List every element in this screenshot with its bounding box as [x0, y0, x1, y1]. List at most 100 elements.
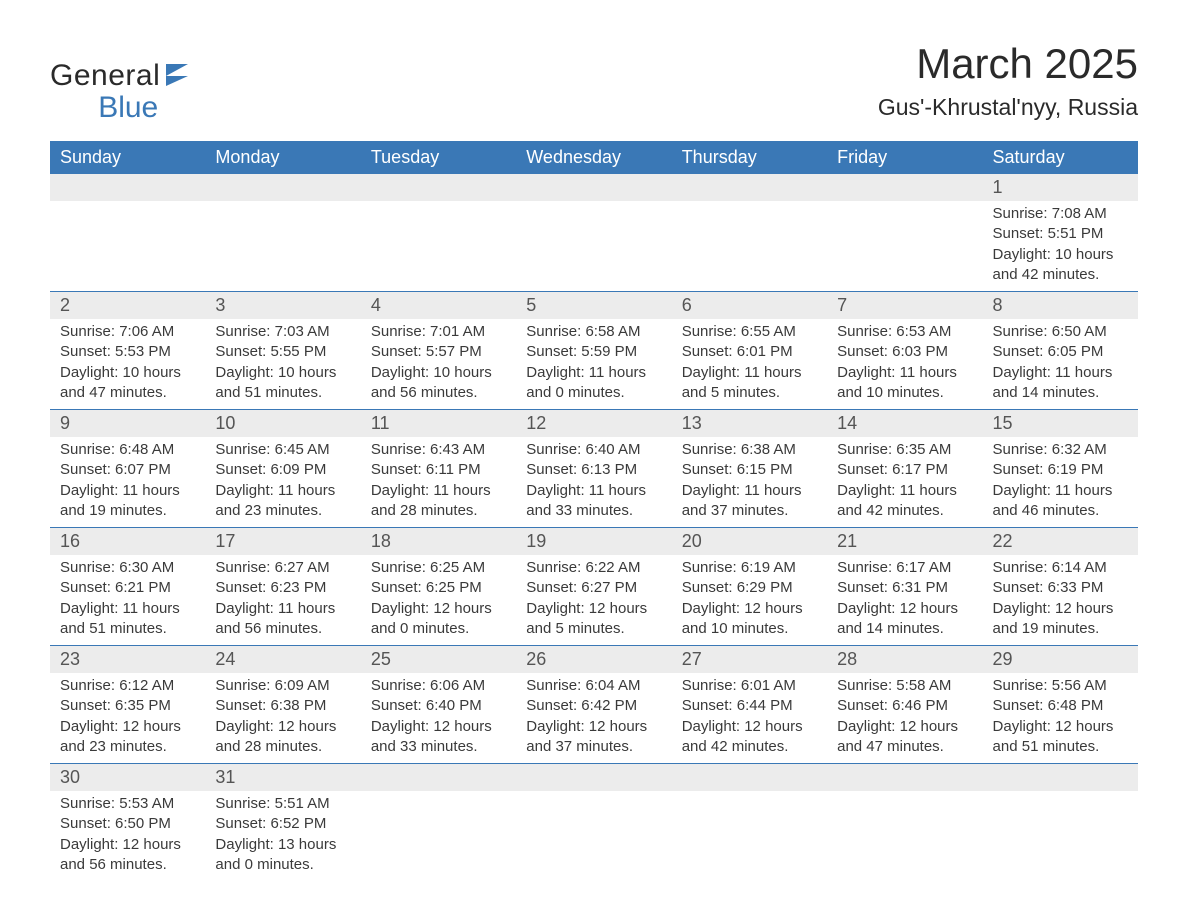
day-number: 24	[205, 646, 360, 673]
day-details: Sunrise: 6:43 AMSunset: 6:11 PMDaylight:…	[361, 437, 516, 527]
day-number: 10	[205, 410, 360, 437]
calendar-cell: 14Sunrise: 6:35 AMSunset: 6:17 PMDayligh…	[827, 410, 982, 528]
day-details: Sunrise: 7:06 AMSunset: 5:53 PMDaylight:…	[50, 319, 205, 409]
day-number: 28	[827, 646, 982, 673]
calendar-cell	[516, 174, 671, 292]
calendar-cell: 3Sunrise: 7:03 AMSunset: 5:55 PMDaylight…	[205, 292, 360, 410]
calendar-cell: 19Sunrise: 6:22 AMSunset: 6:27 PMDayligh…	[516, 528, 671, 646]
calendar-cell: 8Sunrise: 6:50 AMSunset: 6:05 PMDaylight…	[983, 292, 1138, 410]
weekday-header: Tuesday	[361, 141, 516, 174]
day-details: Sunrise: 6:27 AMSunset: 6:23 PMDaylight:…	[205, 555, 360, 645]
day-number: 25	[361, 646, 516, 673]
day-number: 9	[50, 410, 205, 437]
day-details	[516, 791, 671, 867]
day-details: Sunrise: 7:08 AMSunset: 5:51 PMDaylight:…	[983, 201, 1138, 291]
day-number	[827, 764, 982, 791]
day-details: Sunrise: 6:17 AMSunset: 6:31 PMDaylight:…	[827, 555, 982, 645]
day-number	[361, 174, 516, 201]
calendar-cell	[672, 174, 827, 292]
calendar-cell: 21Sunrise: 6:17 AMSunset: 6:31 PMDayligh…	[827, 528, 982, 646]
calendar-cell: 1Sunrise: 7:08 AMSunset: 5:51 PMDaylight…	[983, 174, 1138, 292]
day-number: 7	[827, 292, 982, 319]
day-number: 4	[361, 292, 516, 319]
day-details: Sunrise: 6:38 AMSunset: 6:15 PMDaylight:…	[672, 437, 827, 527]
day-number: 23	[50, 646, 205, 673]
day-details: Sunrise: 5:51 AMSunset: 6:52 PMDaylight:…	[205, 791, 360, 881]
day-number: 26	[516, 646, 671, 673]
calendar-cell: 22Sunrise: 6:14 AMSunset: 6:33 PMDayligh…	[983, 528, 1138, 646]
calendar-cell	[50, 174, 205, 292]
page-header: General Blue March 2025 Gus'-Khrustal'ny…	[50, 40, 1138, 123]
logo-word1: General	[50, 59, 160, 92]
calendar-cell: 18Sunrise: 6:25 AMSunset: 6:25 PMDayligh…	[361, 528, 516, 646]
calendar-cell: 31Sunrise: 5:51 AMSunset: 6:52 PMDayligh…	[205, 764, 360, 882]
day-number: 31	[205, 764, 360, 791]
day-number: 12	[516, 410, 671, 437]
calendar-cell	[516, 764, 671, 882]
calendar-cell: 2Sunrise: 7:06 AMSunset: 5:53 PMDaylight…	[50, 292, 205, 410]
day-details: Sunrise: 6:58 AMSunset: 5:59 PMDaylight:…	[516, 319, 671, 409]
day-details: Sunrise: 5:53 AMSunset: 6:50 PMDaylight:…	[50, 791, 205, 881]
calendar-week: 9Sunrise: 6:48 AMSunset: 6:07 PMDaylight…	[50, 410, 1138, 528]
day-number	[205, 174, 360, 201]
day-details	[361, 791, 516, 867]
day-number: 2	[50, 292, 205, 319]
day-details: Sunrise: 6:48 AMSunset: 6:07 PMDaylight:…	[50, 437, 205, 527]
calendar-cell	[361, 764, 516, 882]
calendar-cell: 5Sunrise: 6:58 AMSunset: 5:59 PMDaylight…	[516, 292, 671, 410]
calendar-cell	[672, 764, 827, 882]
calendar-cell: 7Sunrise: 6:53 AMSunset: 6:03 PMDaylight…	[827, 292, 982, 410]
weekday-header: Saturday	[983, 141, 1138, 174]
day-details: Sunrise: 6:25 AMSunset: 6:25 PMDaylight:…	[361, 555, 516, 645]
calendar-cell: 16Sunrise: 6:30 AMSunset: 6:21 PMDayligh…	[50, 528, 205, 646]
day-details	[516, 201, 671, 277]
day-number: 11	[361, 410, 516, 437]
day-number: 6	[672, 292, 827, 319]
day-number: 3	[205, 292, 360, 319]
calendar-cell: 25Sunrise: 6:06 AMSunset: 6:40 PMDayligh…	[361, 646, 516, 764]
day-number: 29	[983, 646, 1138, 673]
day-details: Sunrise: 6:19 AMSunset: 6:29 PMDaylight:…	[672, 555, 827, 645]
day-details: Sunrise: 6:04 AMSunset: 6:42 PMDaylight:…	[516, 673, 671, 763]
day-details: Sunrise: 6:35 AMSunset: 6:17 PMDaylight:…	[827, 437, 982, 527]
calendar-cell	[361, 174, 516, 292]
day-details	[361, 201, 516, 277]
day-number: 20	[672, 528, 827, 555]
day-details	[672, 791, 827, 867]
calendar-week: 23Sunrise: 6:12 AMSunset: 6:35 PMDayligh…	[50, 646, 1138, 764]
calendar-cell: 26Sunrise: 6:04 AMSunset: 6:42 PMDayligh…	[516, 646, 671, 764]
day-number	[516, 174, 671, 201]
day-details	[827, 791, 982, 867]
calendar-cell: 6Sunrise: 6:55 AMSunset: 6:01 PMDaylight…	[672, 292, 827, 410]
calendar-cell: 24Sunrise: 6:09 AMSunset: 6:38 PMDayligh…	[205, 646, 360, 764]
logo-flag-icon	[164, 62, 190, 88]
day-details: Sunrise: 6:01 AMSunset: 6:44 PMDaylight:…	[672, 673, 827, 763]
calendar-cell: 11Sunrise: 6:43 AMSunset: 6:11 PMDayligh…	[361, 410, 516, 528]
day-number	[672, 764, 827, 791]
calendar-week: 16Sunrise: 6:30 AMSunset: 6:21 PMDayligh…	[50, 528, 1138, 646]
calendar-cell: 10Sunrise: 6:45 AMSunset: 6:09 PMDayligh…	[205, 410, 360, 528]
day-number: 18	[361, 528, 516, 555]
calendar-cell: 30Sunrise: 5:53 AMSunset: 6:50 PMDayligh…	[50, 764, 205, 882]
day-details	[827, 201, 982, 277]
calendar-cell: 27Sunrise: 6:01 AMSunset: 6:44 PMDayligh…	[672, 646, 827, 764]
day-number: 17	[205, 528, 360, 555]
logo-word2: Blue	[50, 92, 160, 124]
calendar-cell	[827, 764, 982, 882]
day-details: Sunrise: 6:45 AMSunset: 6:09 PMDaylight:…	[205, 437, 360, 527]
day-number: 15	[983, 410, 1138, 437]
day-number: 14	[827, 410, 982, 437]
weekday-header: Friday	[827, 141, 982, 174]
logo-text: General Blue	[50, 60, 160, 123]
day-details	[672, 201, 827, 277]
day-number: 27	[672, 646, 827, 673]
weekday-header: Sunday	[50, 141, 205, 174]
weekday-header: Wednesday	[516, 141, 671, 174]
day-number: 16	[50, 528, 205, 555]
day-number: 21	[827, 528, 982, 555]
calendar-cell: 12Sunrise: 6:40 AMSunset: 6:13 PMDayligh…	[516, 410, 671, 528]
day-details	[50, 201, 205, 277]
calendar-cell: 23Sunrise: 6:12 AMSunset: 6:35 PMDayligh…	[50, 646, 205, 764]
day-number	[983, 764, 1138, 791]
calendar-head: SundayMondayTuesdayWednesdayThursdayFrid…	[50, 141, 1138, 174]
